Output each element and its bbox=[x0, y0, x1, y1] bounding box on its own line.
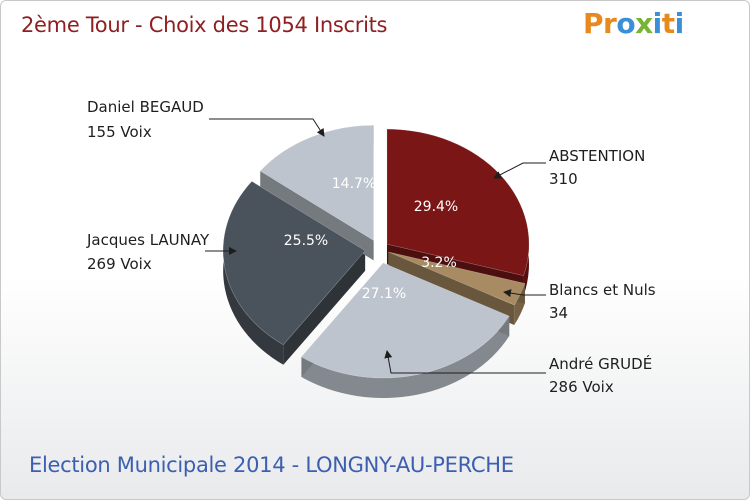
pie-percent-labels: 29.4% 3.2% 27.1% 25.5% 14.7% bbox=[284, 176, 458, 302]
pie-label-jacques-launay: Jacques LAUNAY bbox=[86, 231, 210, 249]
pie-pct-andr-grud-: 27.1% bbox=[362, 286, 406, 302]
proxiti-logo[interactable]: Proxiti bbox=[583, 7, 684, 40]
pie-pct-blancs-et-nuls: 3.2% bbox=[421, 255, 457, 271]
pie-value-jacques-launay: 269 Voix bbox=[87, 255, 152, 273]
pie-slice-wall-daniel-begaud bbox=[260, 125, 374, 261]
leader-line-blancs-et-nuls bbox=[503, 289, 546, 298]
logo-letter: t bbox=[661, 7, 675, 40]
pie-leader-lines bbox=[205, 118, 546, 374]
pie-slice-side-andr-grud- bbox=[301, 316, 510, 398]
logo-letter: P bbox=[583, 7, 604, 40]
logo-letter: o bbox=[616, 7, 636, 40]
pie-labels: ABSTENTION 310 Blancs et Nuls 34 André GRUDÉ… bbox=[86, 98, 656, 396]
pie-value-daniel-begaud: 155 Voix bbox=[87, 123, 152, 141]
pie-slices bbox=[222, 125, 530, 379]
logo-letter: i bbox=[674, 7, 685, 40]
chart-title: 2ème Tour - Choix des 1054 Inscrits bbox=[21, 13, 388, 37]
leader-line-andr-grud- bbox=[384, 350, 546, 374]
election-caption: Election Municipale 2014 - LONGNY-AU-PER… bbox=[29, 453, 514, 477]
leader-line-abstention bbox=[493, 162, 546, 179]
logo-letter: x bbox=[635, 7, 653, 40]
pie-pct-jacques-launay: 25.5% bbox=[284, 233, 328, 249]
pie-value-abstention: 310 bbox=[549, 170, 578, 188]
pie-slice-daniel-begaud[interactable] bbox=[259, 125, 374, 241]
pie-label-blancs-et-nuls: Blancs et Nuls bbox=[549, 281, 656, 299]
pie-pct-abstention: 29.4% bbox=[414, 199, 458, 215]
leader-line-daniel-begaud bbox=[209, 118, 325, 137]
pie-label-abstention: ABSTENTION bbox=[549, 147, 645, 165]
pie-label-daniel-begaud: Daniel BEGAUD bbox=[87, 98, 204, 116]
pie-slice-wall-blancs-et-nuls bbox=[388, 251, 525, 326]
pie-value-blancs-et-nuls: 34 bbox=[549, 304, 568, 322]
pie-label-andr-grud-: André GRUDÉ bbox=[549, 354, 652, 373]
pie-pct-daniel-begaud: 14.7% bbox=[332, 176, 376, 192]
logo-letter: r bbox=[603, 7, 617, 40]
pie-slice-side-jacques-launay bbox=[223, 181, 284, 365]
pie-slice-jacques-launay[interactable] bbox=[222, 181, 366, 346]
pie-slice-andr-grud-[interactable] bbox=[300, 262, 510, 379]
pie-value-andr-grud-: 286 Voix bbox=[549, 378, 614, 396]
logo-letter: i bbox=[652, 7, 663, 40]
pie-slice-wall-abstention bbox=[386, 129, 524, 296]
